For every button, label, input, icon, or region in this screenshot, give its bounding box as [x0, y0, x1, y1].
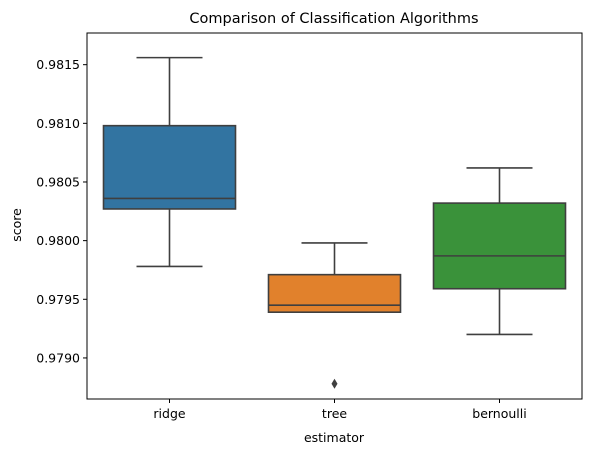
- box-bernoulli: [432, 202, 567, 290]
- plot-area: 0.9790 0.9795 0.9800 0.9805 0.9810 0.9815 ridg…: [36, 56, 567, 421]
- box-tree: [267, 273, 402, 313]
- outlier-point: [331, 378, 338, 389]
- plot-frame: [86, 32, 583, 400]
- x-tick-label: ridge: [153, 406, 185, 421]
- box-ridge: [102, 124, 237, 210]
- y-tick-label: 0.9815: [36, 57, 80, 72]
- x-tick-label: tree: [322, 406, 347, 421]
- chart-title: Comparison of Classification Algorithms: [189, 11, 478, 27]
- x-tick-label: bernoulli: [472, 406, 526, 421]
- x-axis-label: estimator: [304, 430, 365, 445]
- y-tick-label: 0.9800: [36, 233, 80, 248]
- y-tick-label: 0.9790: [36, 350, 80, 365]
- y-tick-label: 0.9805: [36, 174, 80, 189]
- y-tick-label: 0.9795: [36, 292, 80, 307]
- y-axis-label: score: [9, 208, 24, 242]
- y-tick-label: 0.9810: [36, 116, 80, 131]
